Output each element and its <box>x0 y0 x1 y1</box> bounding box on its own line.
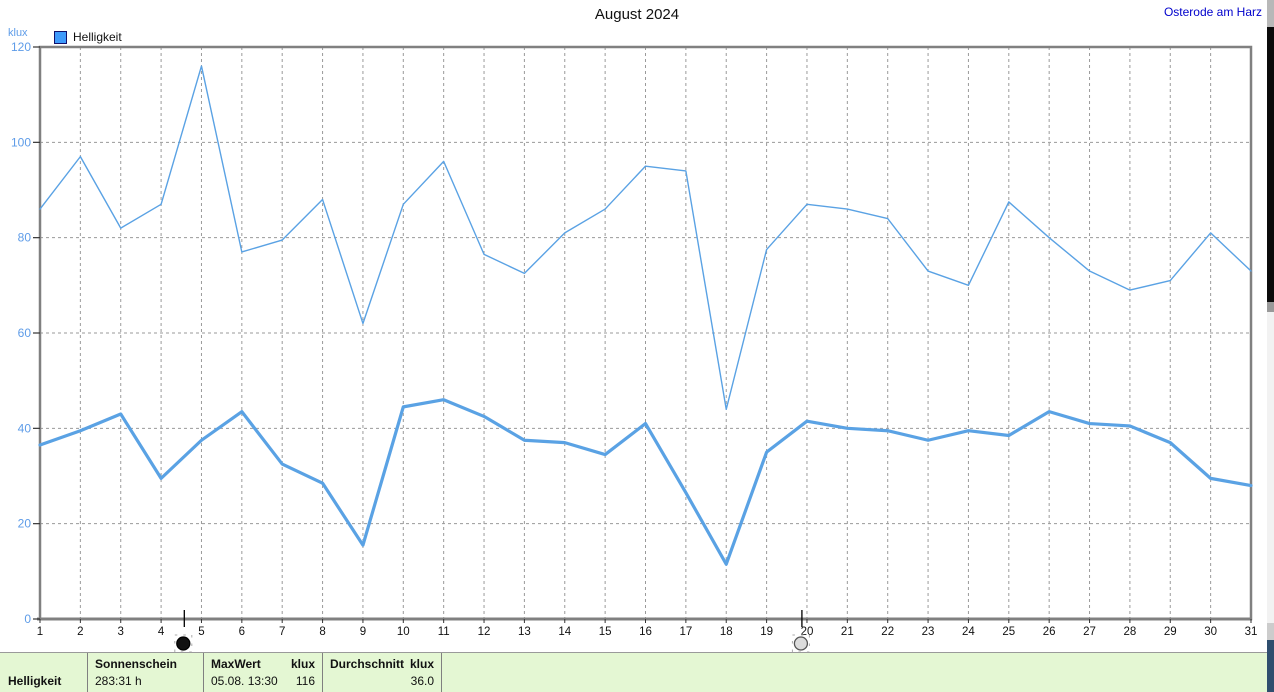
x-day-label: 13 <box>518 626 531 638</box>
maxvalue-header: MaxWert <box>211 657 261 671</box>
x-day-label: 7 <box>279 626 285 638</box>
station-name: Osterode am Harz <box>1163 5 1262 19</box>
footer-section-label: Helligkeit <box>0 653 88 692</box>
brightness-average-line <box>38 398 1253 566</box>
full-moon-icon <box>793 636 809 651</box>
new-moon-icon <box>176 636 191 651</box>
footer-section-empty <box>442 653 1268 692</box>
window-edge-sliver <box>1267 640 1274 692</box>
y-tick-label: 0 <box>24 612 31 626</box>
maxvalue-number: 116 <box>295 674 315 688</box>
x-day-label: 16 <box>639 626 652 638</box>
footer-section-average: Durchschnitt klux 36.0 <box>323 653 442 692</box>
x-day-label: 28 <box>1124 626 1137 638</box>
legend: Helligkeit <box>54 30 122 44</box>
x-day-label: 26 <box>1043 626 1056 638</box>
moon-selection-box <box>791 634 810 652</box>
average-unit: klux <box>409 657 434 671</box>
x-day-label: 12 <box>478 626 491 638</box>
brightness-max-line <box>39 65 1252 410</box>
x-day-label: 8 <box>319 626 325 638</box>
sunshine-header: Sonnenschein <box>95 657 178 671</box>
x-day-label: 18 <box>720 626 733 638</box>
x-day-label: 9 <box>360 626 366 638</box>
x-day-label: 29 <box>1164 626 1177 638</box>
y-axis-unit-label: klux <box>8 27 28 39</box>
x-day-label: 17 <box>679 626 692 638</box>
maxvalue-datetime: 05.08. 13:30 <box>211 674 278 688</box>
y-tick-label: 80 <box>18 231 32 245</box>
y-tick-label: 120 <box>11 40 31 54</box>
x-day-label: 15 <box>599 626 612 638</box>
window-edge-sliver <box>1267 0 1274 27</box>
window-edge-sliver <box>1267 27 1274 302</box>
x-day-label: 30 <box>1204 626 1217 638</box>
x-day-label: 14 <box>558 626 571 638</box>
y-tick-label: 20 <box>18 517 32 531</box>
footer-row-label: Helligkeit <box>8 674 62 688</box>
sunshine-value: 283:31 h <box>95 674 142 688</box>
x-day-label: 31 <box>1245 626 1258 638</box>
x-day-label: 19 <box>760 626 773 638</box>
y-tick-label: 100 <box>11 135 31 149</box>
x-day-label: 21 <box>841 626 854 638</box>
x-day-label: 23 <box>922 626 935 638</box>
average-number: 36.0 <box>410 674 434 688</box>
statistics-footer: Helligkeit Sonnenschein 283:31 h MaxWert… <box>0 652 1268 692</box>
window-edge-sliver <box>1267 302 1274 312</box>
x-day-label: 4 <box>158 626 165 638</box>
maxvalue-unit: klux <box>290 657 315 671</box>
moon-selection-box <box>174 634 193 652</box>
legend-swatch-icon <box>54 30 67 44</box>
x-day-label: 20 <box>801 626 814 638</box>
x-day-label: 2 <box>77 626 83 638</box>
x-day-label: 25 <box>1002 626 1015 638</box>
legend-label: Helligkeit <box>73 30 122 44</box>
window-edge-sliver <box>1267 623 1274 640</box>
x-day-label: 10 <box>397 626 410 638</box>
window-edge-sliver <box>1267 312 1274 623</box>
x-day-label: 22 <box>881 626 894 638</box>
x-day-label: 5 <box>198 626 204 638</box>
page-title: August 2024 <box>594 6 680 23</box>
footer-section-maxvalue: MaxWert klux 05.08. 13:30 116 <box>204 653 323 692</box>
x-day-label: 11 <box>438 626 450 638</box>
x-day-label: 27 <box>1083 626 1096 638</box>
y-tick-label: 40 <box>18 421 32 435</box>
y-tick-label: 60 <box>18 326 32 340</box>
footer-section-sunshine: Sonnenschein 283:31 h <box>88 653 204 692</box>
x-day-label: 3 <box>118 626 124 638</box>
x-day-label: 24 <box>962 626 975 638</box>
x-day-label: 1 <box>37 626 43 638</box>
x-day-label: 6 <box>239 626 245 638</box>
average-header: Durchschnitt <box>330 657 405 671</box>
